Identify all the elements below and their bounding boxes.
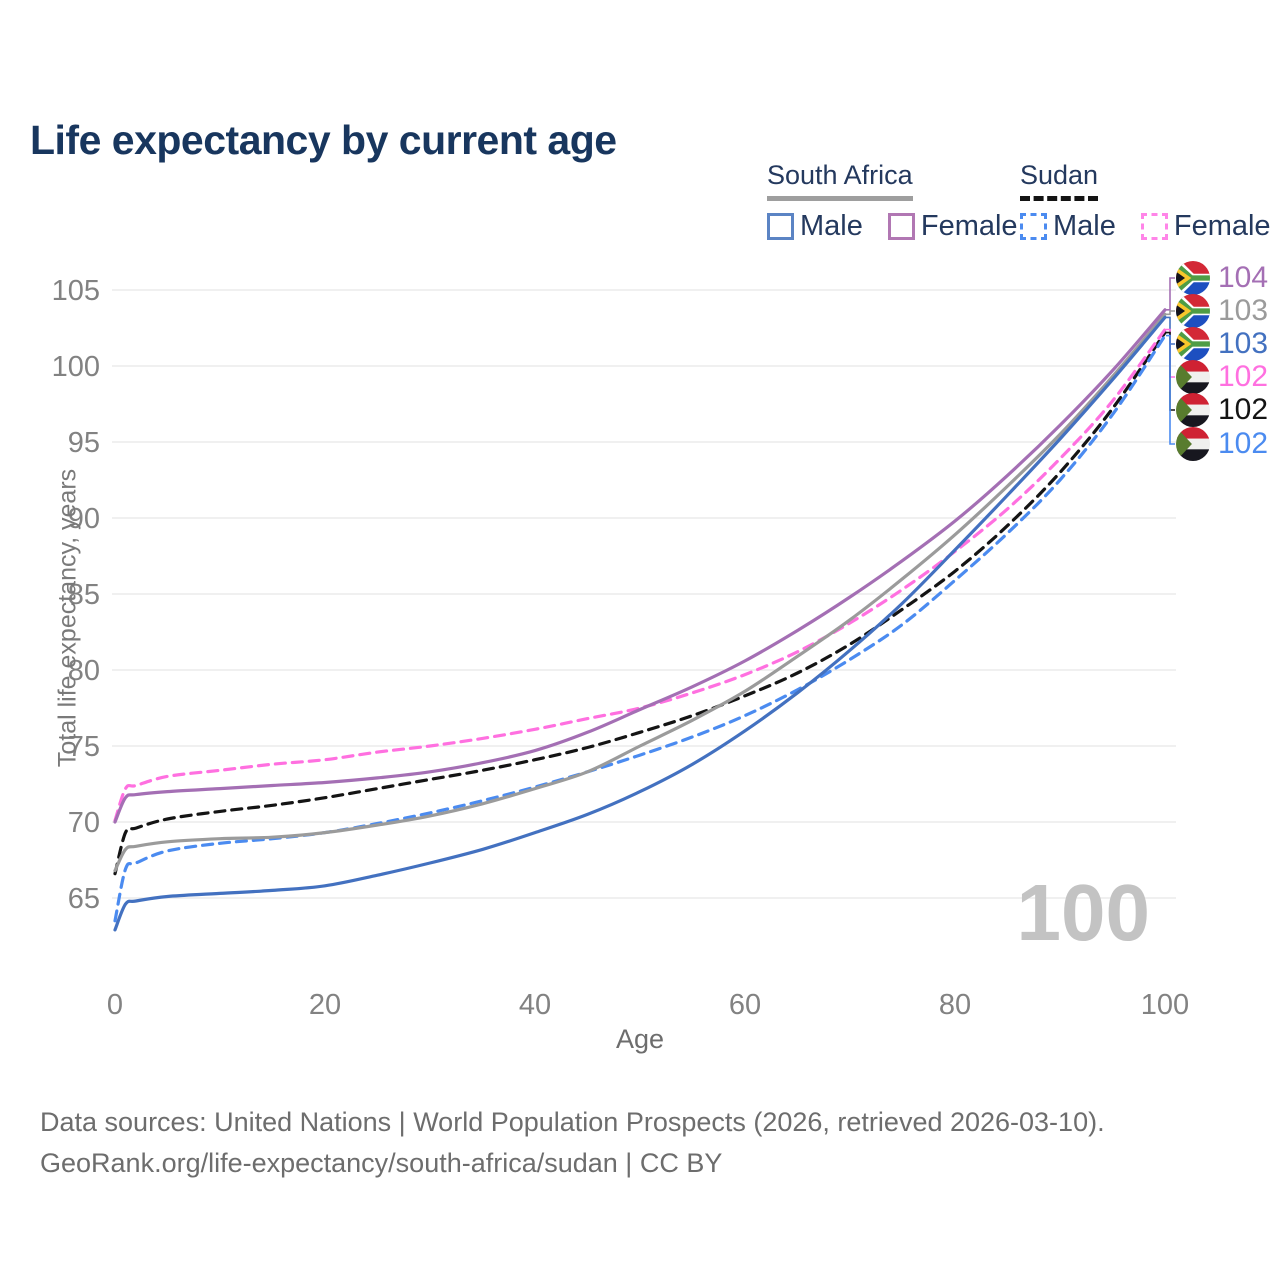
caption-sources: Data sources: United Nations | World Pop… — [40, 1107, 1105, 1137]
legend-items-south-africa: Male Female — [767, 210, 1043, 243]
end-value-sudan-female: 102 — [1218, 360, 1269, 393]
caption: Data sources: United Nations | World Pop… — [40, 1102, 1105, 1184]
legend-swatch-south-africa-male[interactable] — [767, 213, 794, 240]
series-line-sudan-total[interactable] — [113, 331, 1167, 876]
x-tick-label: 40 — [519, 989, 551, 1021]
x-tick-label: 60 — [729, 989, 761, 1021]
y-axis-title: Total life expectancy, years — [53, 468, 82, 768]
age-watermark: 100 — [1017, 868, 1150, 957]
legend-label-sudan-female[interactable]: Female — [1173, 210, 1271, 242]
x-tick-label: 100 — [1141, 989, 1189, 1021]
x-tick-label: 80 — [939, 989, 971, 1021]
legend-swatch-sudan-male[interactable] — [1020, 213, 1047, 240]
end-label-row-south-africa-male: 103 — [1176, 327, 1268, 361]
y-tick-label: 70 — [68, 807, 100, 839]
sudan-flag-icon — [1176, 360, 1210, 394]
y-tick-label: 65 — [68, 883, 100, 915]
legend-swatch-sudan-female[interactable] — [1140, 213, 1168, 240]
series-line-sudan-female[interactable] — [113, 327, 1167, 823]
end-label-row-south-africa-female: 104 — [1176, 261, 1268, 295]
end-label-leader — [1166, 310, 1175, 316]
end-value-south-africa-male: 103 — [1218, 327, 1269, 360]
south-africa-flag-icon — [1176, 294, 1210, 328]
end-value-sudan-total: 102 — [1218, 393, 1269, 426]
sudan-flag-icon — [1176, 427, 1210, 461]
south-africa-flag-icon — [1176, 327, 1210, 361]
x-axis-title: Age — [615, 1024, 665, 1054]
legend-label-sudan-male[interactable]: Male — [1053, 210, 1116, 242]
x-tick-label: 0 — [107, 989, 123, 1021]
end-label-leader — [1166, 334, 1175, 445]
legend-label-south-africa-female[interactable]: Female — [920, 210, 1018, 242]
end-value-sudan-male: 102 — [1218, 427, 1269, 460]
y-tick-label: 75 — [68, 731, 100, 763]
y-tick-label: 90 — [68, 503, 100, 535]
end-value-south-africa-female: 104 — [1218, 261, 1269, 294]
end-label-row-sudan-male: 102 — [1176, 427, 1268, 461]
y-tick-label: 100 — [52, 351, 100, 383]
legend-group-title-south-africa: South Africa — [767, 160, 913, 201]
y-tick-label: 95 — [68, 427, 100, 459]
legend-swatch-south-africa-female[interactable] — [887, 213, 915, 240]
y-tick-label: 105 — [52, 275, 100, 307]
series-line-south-africa-total[interactable] — [113, 312, 1167, 873]
end-label-row-sudan-female: 102 — [1176, 360, 1268, 394]
series-line-sudan-male[interactable] — [113, 334, 1167, 923]
x-tick-label: 20 — [309, 989, 341, 1021]
caption-attribution: GeoRank.org/life-expectancy/south-africa… — [40, 1148, 723, 1178]
end-label-row-sudan-total: 102 — [1176, 393, 1268, 427]
end-value-south-africa-total: 103 — [1218, 294, 1269, 327]
y-tick-label: 85 — [68, 579, 100, 611]
end-label-row-south-africa-total: 103 — [1176, 294, 1268, 328]
series-line-south-africa-male[interactable] — [113, 315, 1167, 932]
y-tick-label: 80 — [68, 655, 100, 687]
sudan-flag-icon — [1176, 393, 1210, 427]
south-africa-flag-icon — [1176, 261, 1210, 295]
legend-group-south-africa: South Africa Male Female — [767, 160, 1043, 243]
legend-group-sudan: Sudan Male Female — [1020, 160, 1280, 243]
legend-label-south-africa-male[interactable]: Male — [800, 210, 863, 242]
page-title: Life expectancy by current age — [30, 117, 617, 164]
series-line-south-africa-female[interactable] — [113, 308, 1167, 824]
legend-items-sudan: Male Female — [1020, 210, 1280, 243]
legend-group-title-sudan: Sudan — [1020, 160, 1099, 201]
end-label-leader — [1166, 277, 1175, 311]
legend: South Africa Male Female Sudan Male Fema… — [0, 160, 1280, 250]
